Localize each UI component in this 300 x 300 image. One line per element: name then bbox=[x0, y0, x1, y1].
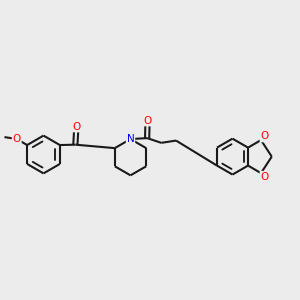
Text: O: O bbox=[72, 122, 80, 131]
Text: O: O bbox=[143, 116, 152, 125]
Text: O: O bbox=[13, 134, 21, 144]
Text: N: N bbox=[127, 134, 134, 144]
Text: O: O bbox=[260, 131, 269, 142]
Text: O: O bbox=[260, 172, 269, 182]
